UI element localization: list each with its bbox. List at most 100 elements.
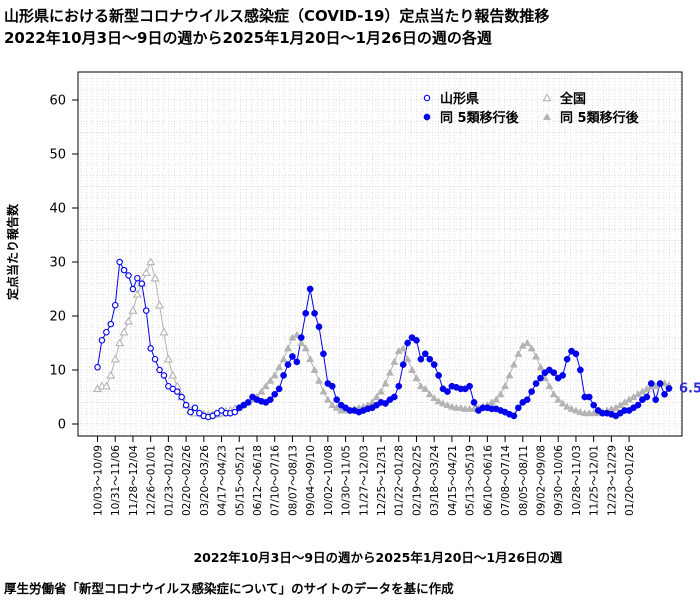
- national-point: [514, 349, 523, 357]
- national-point: [372, 392, 381, 400]
- series: [92, 257, 674, 421]
- yamagata-point: [231, 408, 239, 416]
- national-point: [536, 363, 545, 371]
- yamagata-point: [293, 358, 301, 366]
- national-point: [403, 355, 412, 363]
- legend-marker: [423, 113, 431, 121]
- yamagata-point: [550, 369, 558, 377]
- axes: 0 10 20 30 40 50 60 10/03～10/09 10/31～11/06 11/28…: [49, 94, 636, 517]
- yamagata-point: [466, 382, 473, 390]
- national-point: [399, 344, 408, 352]
- x-tick-label: 12/23～12/29: [606, 445, 618, 516]
- x-tick-label: 11/27～12/03: [358, 445, 370, 516]
- yamagata-point: [142, 307, 150, 314]
- national-point: [119, 327, 129, 336]
- yamagata-point: [390, 393, 398, 401]
- legend-marker: [423, 94, 431, 102]
- national-point: [563, 402, 572, 410]
- x-tick-label: 02/19～02/25: [411, 445, 423, 516]
- x-tick-label: 07/08～07/14: [500, 445, 512, 516]
- yamagata-point: [430, 361, 438, 368]
- national-point: [257, 387, 266, 395]
- y-tick-label: 10: [49, 364, 66, 379]
- national-point: [332, 403, 341, 411]
- national-point: [297, 338, 306, 346]
- yamagata-point: [302, 309, 310, 317]
- national-point: [283, 344, 293, 352]
- yamagata-point: [129, 285, 137, 293]
- yamagata-point: [151, 355, 159, 363]
- national-point: [549, 390, 558, 398]
- national-point: [505, 371, 514, 379]
- x-tick-label: 10/28～11/03: [571, 445, 583, 516]
- y-tick-label: 50: [49, 148, 66, 163]
- x-axis-label: 2022年10月3日〜9日の週から2025年1月20日〜1月26日の週: [193, 550, 563, 565]
- yamagata-point: [572, 350, 580, 358]
- chart-subtitle: 2022年10月3日〜9日の週から2025年1月20日〜1月26日の週の各週: [4, 29, 492, 47]
- yamagata-point: [470, 399, 478, 406]
- yamagata-point: [289, 353, 296, 360]
- y-tick-label: 40: [49, 202, 66, 217]
- national-point: [571, 406, 580, 414]
- national-point: [416, 382, 425, 390]
- yamagata-point: [328, 382, 336, 390]
- national-point: [323, 395, 332, 403]
- national-point: [141, 268, 151, 277]
- national-point: [456, 403, 465, 411]
- yamagata-point: [661, 390, 668, 398]
- yamagata-point: [156, 366, 163, 374]
- yamagata-point: [315, 323, 323, 331]
- x-tick-label: 09/02～09/08: [536, 445, 548, 516]
- x-tick-label: 01/22～01/28: [394, 445, 406, 516]
- y-tick-label: 0: [58, 418, 66, 433]
- x-tick-label: 04/15～04/21: [447, 445, 459, 516]
- national-point: [385, 368, 394, 376]
- yamagata-point: [266, 396, 274, 404]
- yamagata-point: [665, 385, 673, 392]
- x-tick-label: 08/07～08/13: [287, 445, 299, 516]
- y-tick-label: 60: [49, 94, 66, 109]
- x-tick-label: 10/31～11/06: [110, 445, 122, 516]
- national-point: [554, 395, 563, 403]
- yamagata-point: [116, 258, 123, 266]
- national-point: [150, 273, 160, 282]
- yamagata-point: [134, 274, 141, 282]
- legend: 山形県 全国同 5類移行後 同 5類移行後: [423, 91, 640, 126]
- yamagata-point: [634, 401, 642, 409]
- yamagata-point: [577, 366, 584, 374]
- national-point: [439, 399, 448, 407]
- national-point: [558, 399, 567, 407]
- plot-frame: [77, 71, 683, 437]
- national-point: [314, 376, 324, 384]
- yamagata-point: [532, 380, 540, 387]
- yamagata-point: [187, 408, 194, 416]
- yamagata-point: [160, 372, 168, 379]
- national-point: [159, 327, 169, 336]
- yamagata-point: [320, 350, 327, 358]
- national-point: [443, 400, 452, 409]
- yamagata-point: [585, 393, 593, 401]
- national-point: [110, 354, 120, 363]
- yamagata-point: [138, 280, 146, 287]
- x-tick-label: 10/03～10/09: [93, 445, 105, 516]
- x-tick-label: 04/17～04/23: [217, 445, 229, 516]
- national-point: [390, 357, 399, 365]
- yamagata-point: [173, 388, 181, 395]
- legend-marker: [542, 93, 552, 102]
- yamagata-point: [643, 393, 651, 401]
- last-value-label: 6.57: [679, 382, 700, 397]
- x-tick-label: 08/05～08/11: [518, 445, 530, 516]
- national-point: [115, 338, 125, 347]
- yamagata-point: [178, 393, 185, 401]
- national-point: [567, 404, 576, 412]
- national-point: [421, 384, 430, 392]
- yamagata-point: [280, 372, 287, 379]
- national-point: [509, 360, 518, 368]
- x-tick-label: 05/13～05/19: [465, 445, 477, 516]
- national-point: [523, 338, 532, 346]
- yamagata-point: [191, 404, 199, 412]
- x-tick-label: 12/26～01/01: [146, 445, 158, 516]
- yamagata-point: [404, 339, 411, 347]
- yamagata-point: [311, 309, 318, 317]
- national-point: [532, 352, 541, 360]
